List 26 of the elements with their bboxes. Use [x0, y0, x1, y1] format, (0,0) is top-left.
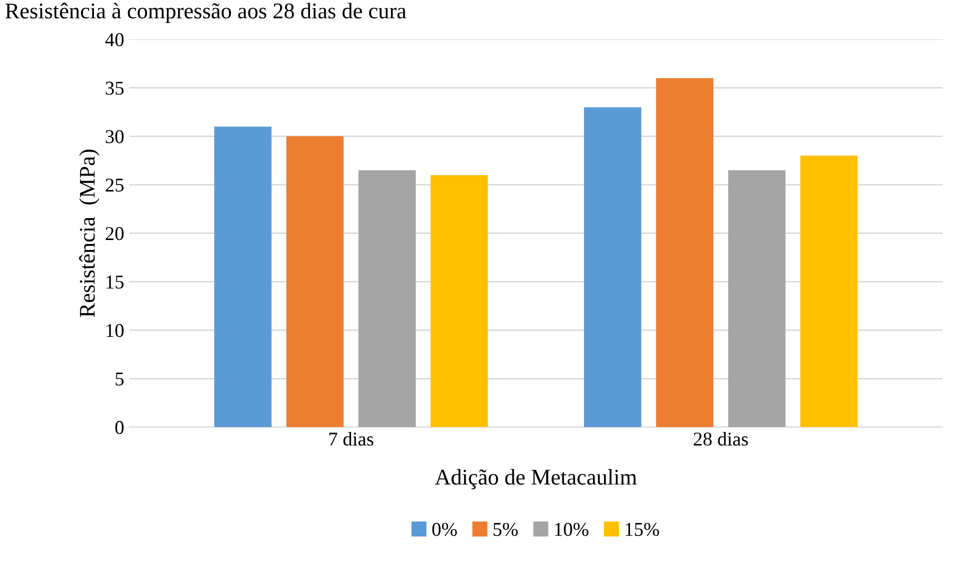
bar: [286, 136, 344, 428]
legend-label: 15%: [626, 522, 660, 536]
y-tick-label: 40: [105, 33, 124, 46]
legend-label: 0%: [432, 522, 457, 536]
y-tick-label: 5: [116, 372, 124, 386]
y-tick-label: 35: [106, 82, 124, 95]
y-tick-label: 15: [106, 276, 124, 289]
x-tick-label: 28 dias: [694, 432, 748, 446]
bar: [358, 170, 416, 428]
y-tick-label: 30: [106, 130, 124, 144]
bar: [214, 126, 272, 428]
x-tick-label: 7 dias: [329, 432, 374, 446]
y-tick-label: 0: [115, 420, 124, 434]
chart-title: Resistência à compressão aos 28 dias de cura: [5, 2, 406, 24]
x-axis-title: Adição de Metacaulim: [434, 469, 637, 490]
bar: [800, 156, 858, 428]
bar: [656, 78, 714, 428]
y-axis-title: Resistência (MPa): [79, 150, 100, 318]
bar: [430, 175, 488, 428]
y-tick-label: 25: [106, 178, 124, 192]
y-tick-label: 20: [106, 227, 124, 240]
bar: [584, 107, 642, 428]
bar: [728, 170, 786, 428]
legend-label: 10%: [555, 522, 588, 536]
legend-label: 5%: [494, 522, 518, 536]
y-tick-label: 10: [106, 324, 124, 338]
